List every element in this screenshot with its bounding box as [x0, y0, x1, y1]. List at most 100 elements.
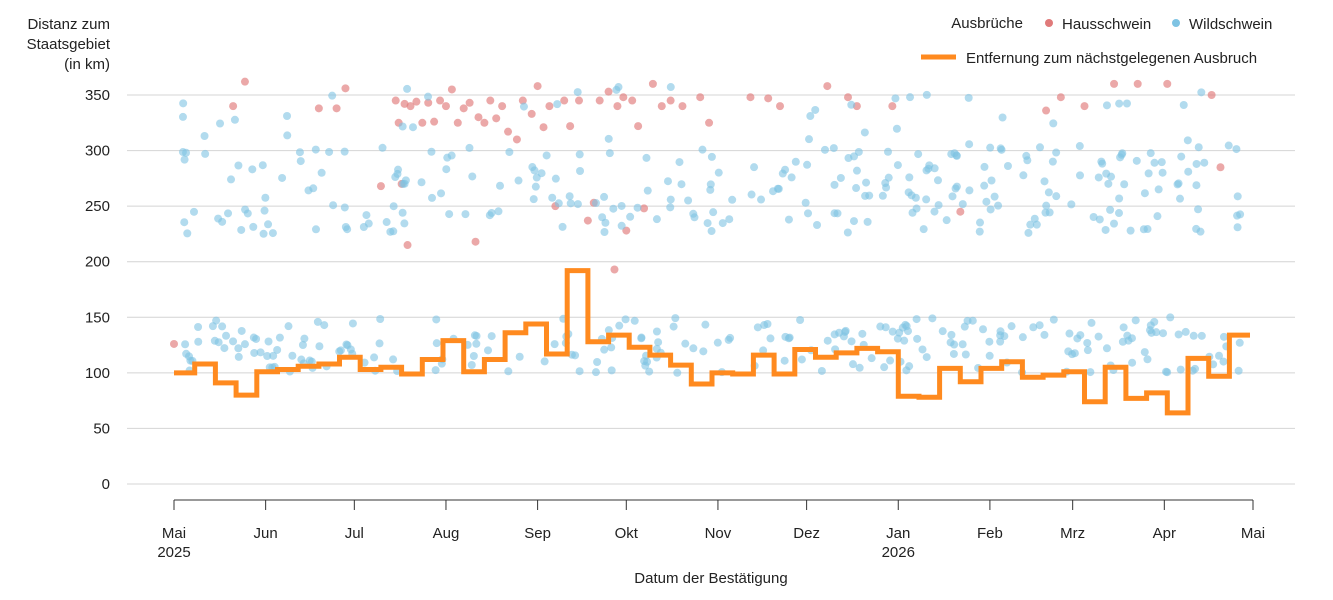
wildschwein-point	[994, 201, 1003, 210]
wildschwein-point	[942, 216, 951, 225]
wildschwein-point	[484, 346, 493, 355]
wildschwein-point	[222, 331, 231, 340]
wildschwein-point	[1140, 348, 1149, 357]
wildschwein-point	[1174, 179, 1183, 188]
wildschwein-point	[1177, 152, 1186, 161]
wildschwein-point	[817, 366, 826, 375]
hausschwein-point	[391, 96, 400, 105]
wildschwein-point	[844, 154, 853, 163]
wildschwein-point	[469, 351, 478, 360]
wildschwein-point	[820, 145, 829, 154]
wildschwein-point	[375, 339, 384, 348]
wildschwein-point	[1120, 180, 1129, 189]
wildschwein-point	[250, 348, 259, 357]
wildschwein-point	[601, 218, 610, 227]
legend-hausschwein-marker	[1045, 19, 1053, 27]
wildschwein-point	[542, 151, 551, 160]
wildschwein-point	[1070, 349, 1079, 358]
wildschwein-point	[1162, 367, 1171, 376]
wildschwein-point	[398, 208, 407, 217]
wildschwein-point	[315, 342, 324, 351]
x-axis-title: Datum der Bestätigung	[634, 570, 787, 587]
wildschwein-point	[681, 339, 690, 348]
x-tick-label-6: Nov	[705, 525, 732, 542]
hausschwein-point	[746, 93, 755, 102]
wildschwein-point	[575, 367, 584, 376]
wildschwein-point	[933, 176, 942, 185]
wildschwein-point	[689, 344, 698, 353]
wildschwein-point	[269, 351, 278, 360]
wildschwein-point	[663, 177, 672, 186]
wildschwein-point	[757, 195, 766, 204]
wildschwein-point	[399, 179, 408, 188]
wildschwein-point	[1094, 173, 1103, 182]
wildschwein-point	[200, 132, 209, 141]
wildschwein-point	[1094, 332, 1103, 341]
wildschwein-point	[212, 316, 221, 325]
wildschwein-point	[769, 187, 778, 196]
wildschwein-point	[343, 341, 352, 350]
y-tick-label-0: 0	[102, 476, 110, 493]
wildschwein-point	[467, 361, 476, 370]
wildschwein-point	[305, 356, 314, 365]
wildschwein-point	[1048, 157, 1057, 166]
hausschwein-point	[486, 96, 495, 105]
wildschwein-point	[1181, 327, 1190, 336]
wildschwein-point	[1200, 158, 1209, 167]
legend-wildschwein-label: Wildschwein	[1189, 16, 1272, 33]
wildschwein-point	[985, 337, 994, 346]
x-tick-label-2: Jul	[345, 525, 364, 542]
hausschwein-point	[447, 85, 456, 94]
legend-hausschwein-label: Hausschwein	[1062, 16, 1151, 33]
wildschwein-point	[1219, 357, 1228, 366]
wildschwein-point	[987, 176, 996, 185]
wildschwein-point	[1197, 331, 1206, 340]
y-tick-label-50: 50	[93, 420, 110, 437]
wildschwein-point	[494, 207, 503, 216]
wildschwein-point	[996, 144, 1005, 153]
wildschwein-point	[194, 337, 203, 346]
wildschwein-point	[1083, 346, 1092, 355]
wildschwein-point	[1131, 316, 1140, 325]
wildschwein-point	[1083, 338, 1092, 347]
wildschwein-point	[284, 322, 293, 331]
hausschwein-point	[471, 237, 480, 246]
wildschwein-point	[558, 222, 567, 231]
hausschwein-point	[640, 204, 649, 213]
wildschwein-point	[530, 166, 539, 175]
wildschwein-point	[304, 186, 313, 195]
wildschwein-point	[976, 218, 985, 227]
wildschwein-point	[431, 366, 440, 375]
wildschwein-point	[709, 208, 718, 217]
wildschwein-point	[252, 334, 261, 343]
wildschwein-point	[982, 197, 991, 206]
wildschwein-point	[975, 227, 984, 236]
wildschwein-point	[194, 323, 203, 332]
hausschwein-point	[492, 114, 501, 123]
hausschwein-point	[527, 109, 536, 118]
hausschwein-point	[474, 113, 483, 122]
wildschwein-point	[823, 336, 832, 345]
wildschwein-point	[348, 319, 357, 328]
wildschwein-point	[1157, 158, 1166, 167]
wildschwein-point	[472, 331, 481, 340]
wildschwein-point	[227, 175, 236, 184]
wildschwein-point	[437, 189, 446, 198]
wildschwein-point	[1101, 225, 1110, 234]
wildschwein-point	[234, 161, 243, 170]
wildschwein-point	[781, 165, 790, 174]
wildschwein-point	[548, 193, 557, 202]
hausschwein-point	[240, 77, 249, 86]
wildschwein-point	[960, 322, 969, 331]
wildschwein-point	[930, 207, 939, 216]
wildschwein-point	[1003, 162, 1012, 171]
wildschwein-point	[1233, 192, 1242, 201]
wildschwein-point	[389, 202, 398, 211]
wildschwein-point	[958, 200, 967, 209]
hausschwein-point	[465, 98, 474, 107]
wildschwein-point	[1041, 208, 1050, 217]
y-tick-label-300: 300	[85, 143, 110, 160]
hausschwein-point	[1207, 91, 1216, 99]
wildschwein-point	[600, 345, 609, 354]
wildschwein-point	[1224, 141, 1233, 150]
